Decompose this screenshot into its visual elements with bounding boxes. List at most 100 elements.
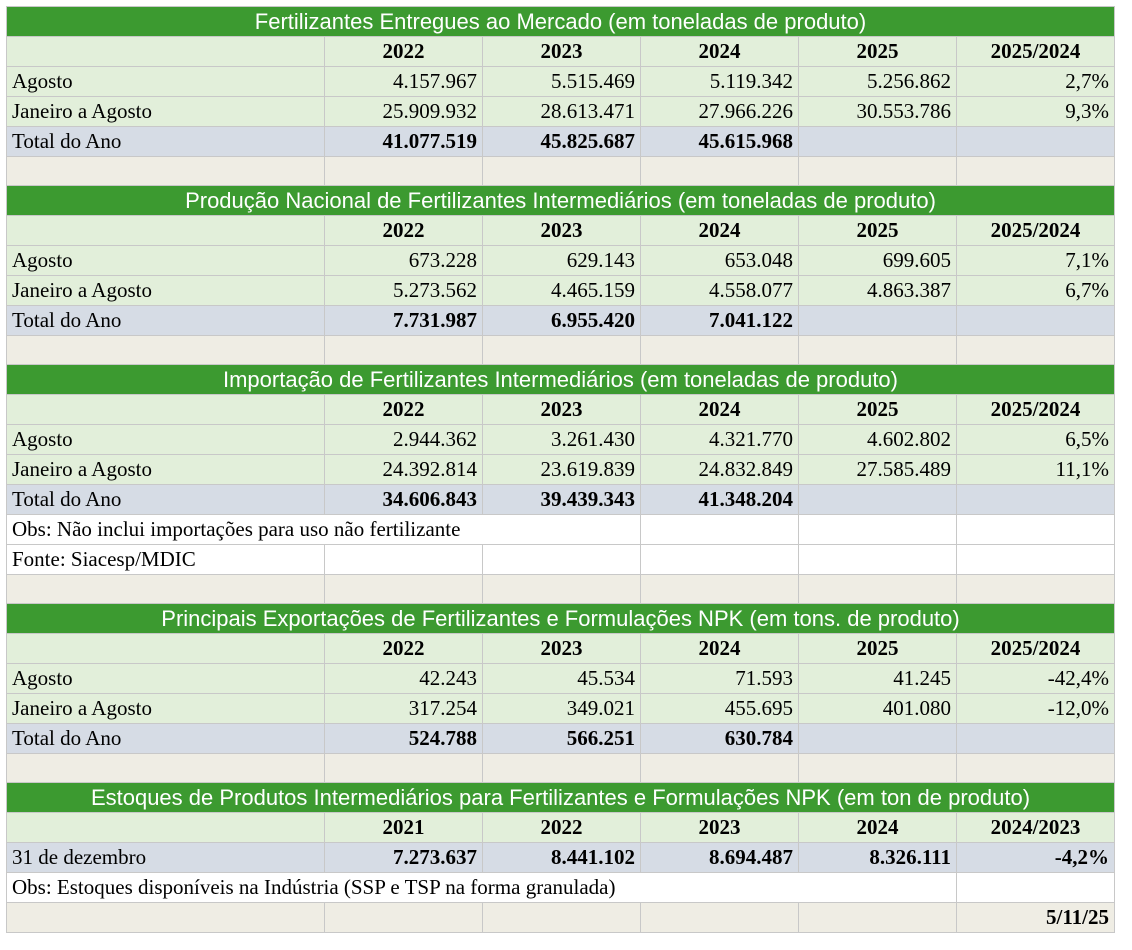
value-cell: 45.534 [482,663,641,694]
value-cell: 5.256.862 [798,66,957,97]
note-row: Obs: Não inclui importações para uso não… [6,514,1115,545]
header-cell-empty [6,394,325,425]
section-title-row: Fertilizantes Entregues ao Mercado (em t… [6,6,1115,37]
table-row: Agosto 2.944.362 3.261.430 4.321.770 4.6… [6,424,1115,455]
row-label: Total do Ano [6,126,325,157]
total-cell: 566.251 [482,723,641,754]
header-cell: 2025/2024 [956,36,1115,67]
value-cell: 24.832.849 [640,454,799,485]
value-cell: 27.585.489 [798,454,957,485]
value-cell: 24.392.814 [324,454,483,485]
date-cell-empty [798,902,957,933]
value-cell: 2,7% [956,66,1115,97]
spacer-cell [798,753,957,783]
section-title-row: Estoques de Produtos Intermediários para… [6,782,1115,813]
header-row: 2022 2023 2024 2025 2025/2024 [6,36,1115,67]
value-cell: 4.602.802 [798,424,957,455]
section-title-row: Principais Exportações de Fertilizantes … [6,603,1115,634]
row-label: Total do Ano [6,305,325,336]
table-row: Janeiro a Agosto 5.273.562 4.465.159 4.5… [6,275,1115,306]
spacer-cell [324,574,483,604]
spacer-cell [6,156,325,186]
value-cell: 71.593 [640,663,799,694]
stock-row: 31 de dezembro 7.273.637 8.441.102 8.694… [6,842,1115,873]
header-cell: 2023 [482,633,641,664]
date-cell-empty [640,902,799,933]
value-cell: 6,5% [956,424,1115,455]
stock-observation-note: Obs: Estoques disponíveis na Indústria (… [6,872,957,903]
table-row: Janeiro a Agosto 317.254 349.021 455.695… [6,693,1115,724]
value-cell: 27.966.226 [640,96,799,127]
value-cell: 2.944.362 [324,424,483,455]
total-cell: 41.348.204 [640,484,799,515]
note-cell-empty [640,514,799,545]
header-cell-empty [6,36,325,67]
row-label: Agosto [6,66,325,97]
total-cell-empty [798,723,957,754]
spacer-row [6,335,1115,365]
header-cell: 2021 [324,812,483,843]
header-cell-empty [6,633,325,664]
value-cell: 28.613.471 [482,96,641,127]
date-cell-empty [482,902,641,933]
stock-cell: 8.441.102 [482,842,641,873]
total-row: Total do Ano 524.788 566.251 630.784 [6,723,1115,754]
row-label: Total do Ano [6,484,325,515]
note-cell-empty [798,544,957,575]
table-row: Janeiro a Agosto 24.392.814 23.619.839 2… [6,454,1115,485]
spacer-cell [6,335,325,365]
value-cell: 4.157.967 [324,66,483,97]
section-title: Fertilizantes Entregues ao Mercado (em t… [6,6,1115,37]
value-cell: 401.080 [798,693,957,724]
header-cell: 2025 [798,394,957,425]
total-cell: 630.784 [640,723,799,754]
total-cell: 34.606.843 [324,484,483,515]
section-title: Estoques de Produtos Intermediários para… [6,782,1115,813]
header-cell: 2022 [324,394,483,425]
note-cell-empty [956,872,1115,903]
stock-cell: 8.326.111 [798,842,957,873]
row-label: Total do Ano [6,723,325,754]
value-cell: 5.273.562 [324,275,483,306]
total-cell-empty [798,126,957,157]
total-row: Total do Ano 41.077.519 45.825.687 45.61… [6,126,1115,157]
value-cell: 4.321.770 [640,424,799,455]
total-cell: 45.825.687 [482,126,641,157]
header-cell: 2023 [482,394,641,425]
spacer-cell [798,156,957,186]
note-row: Obs: Estoques disponíveis na Indústria (… [6,872,1115,903]
value-cell: 41.245 [798,663,957,694]
header-row: 2022 2023 2024 2025 2025/2024 [6,215,1115,246]
row-label: Agosto [6,663,325,694]
stock-cell: 8.694.487 [640,842,799,873]
total-cell-empty [956,126,1115,157]
header-cell: 2024 [640,394,799,425]
total-cell-empty [956,484,1115,515]
header-cell: 2024 [640,633,799,664]
total-cell-empty [956,723,1115,754]
spacer-row [6,156,1115,186]
spacer-cell [482,335,641,365]
value-cell: 11,1% [956,454,1115,485]
note-cell-empty [482,544,641,575]
date-cell-empty [324,902,483,933]
spacer-cell [324,753,483,783]
value-cell: 23.619.839 [482,454,641,485]
note-cell-empty [640,544,799,575]
row-label: 31 de dezembro [6,842,325,873]
row-label: Janeiro a Agosto [6,96,325,127]
section-title: Principais Exportações de Fertilizantes … [6,603,1115,634]
spacer-cell [956,335,1115,365]
total-cell-empty [798,305,957,336]
header-cell-empty [6,812,325,843]
date-row: 5/11/25 [6,902,1115,933]
value-cell: 673.228 [324,245,483,276]
value-cell: 4.558.077 [640,275,799,306]
total-cell: 39.439.343 [482,484,641,515]
spacer-cell [798,574,957,604]
note-cell-empty [956,514,1115,545]
value-cell: -12,0% [956,693,1115,724]
observation-note: Obs: Não inclui importações para uso não… [6,514,641,545]
value-cell: 7,1% [956,245,1115,276]
section-title: Importação de Fertilizantes Intermediári… [6,364,1115,395]
